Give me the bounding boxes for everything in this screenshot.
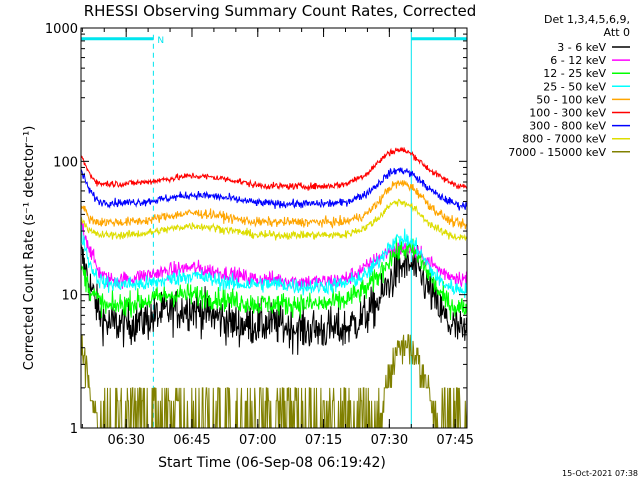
legend-label-8: 7000 - 15000 keV (508, 146, 606, 159)
legend-label-5: 100 - 300 keV (529, 107, 606, 120)
x-tick-label: 07:15 (305, 433, 342, 448)
y-tick-label: 1000 (45, 22, 78, 37)
x-tick-label: 07:30 (371, 433, 408, 448)
y-tick-label: 100 (53, 155, 78, 170)
chart-title: RHESSI Observing Summary Count Rates, Co… (84, 2, 477, 20)
series-line-6 (80, 167, 468, 211)
y-tick-label: 10 (61, 289, 78, 304)
series-line-7 (80, 198, 468, 242)
series-line-2 (80, 235, 468, 321)
x-axis-label: Start Time (06-Sep-08 06:19:42) (158, 455, 386, 471)
legend-label-1: 6 - 12 keV (550, 54, 606, 67)
y-tick-label: 1 (70, 422, 78, 437)
axes: 1 10 100 1000 06:30 06:45 07:00 07:15 07:30 07:45 (45, 22, 474, 448)
legend-label-7: 800 - 7000 keV (522, 133, 606, 146)
x-tick-label: 06:30 (107, 433, 144, 448)
x-tick-label: 06:45 (173, 433, 210, 448)
legend-label-4: 50 - 100 keV (536, 93, 606, 106)
night-markers: N (80, 28, 468, 428)
x-tick-label: 07:00 (239, 433, 276, 448)
footer-timestamp: 15-Oct-2021 07:38 (562, 469, 638, 478)
legend-label-3: 25 - 50 keV (543, 80, 606, 93)
series-lines (80, 146, 468, 429)
series-line-8 (80, 334, 468, 429)
series-line-3 (80, 224, 468, 299)
series-line-0 (80, 243, 468, 355)
series-line-5 (80, 146, 467, 191)
y-axis-label: Corrected Count Rate (s⁻¹ detector⁻¹) (22, 126, 37, 371)
legend-header-line-2: Att 0 (604, 26, 630, 39)
x-tick-label: 07:45 (436, 433, 473, 448)
legend-label-2: 12 - 25 keV (543, 67, 606, 80)
legend-label-6: 300 - 800 keV (529, 120, 606, 133)
plot-frame (80, 27, 468, 429)
night-label: N (157, 36, 164, 46)
series-line-4 (80, 179, 468, 230)
legend-label-0: 3 - 6 keV (557, 41, 606, 54)
legend-header-line-1: Det 1,3,4,5,6,9, (544, 13, 630, 26)
